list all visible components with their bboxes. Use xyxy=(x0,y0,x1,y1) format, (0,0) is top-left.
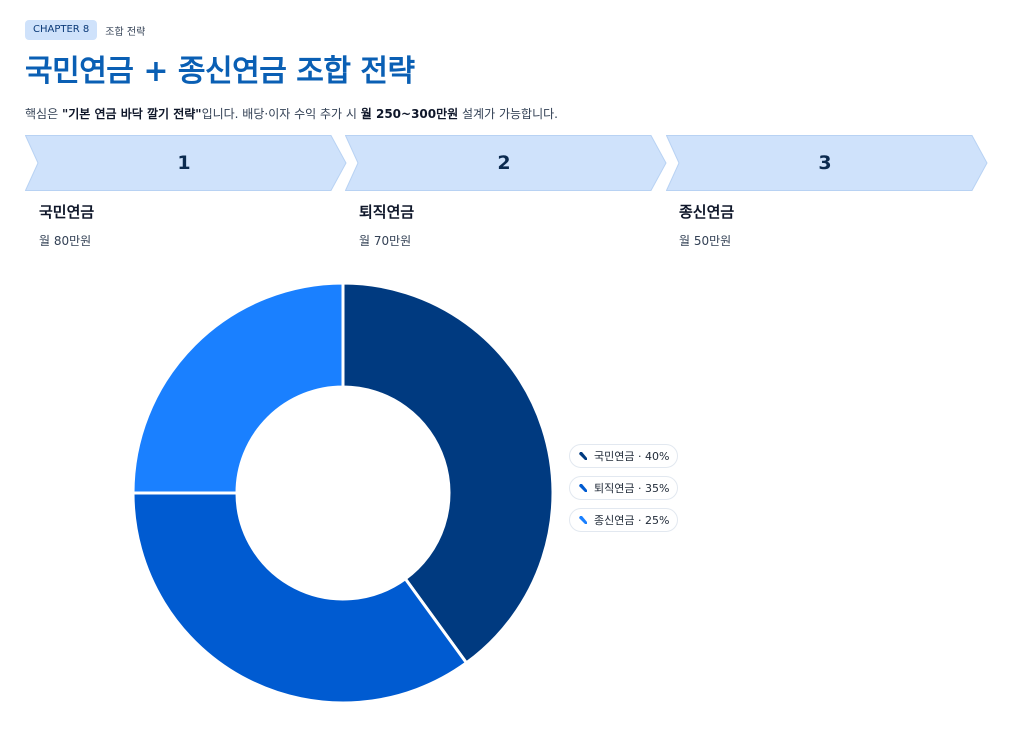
step-chevron-2: 2 xyxy=(345,135,667,191)
step-amount: 월 70만원 xyxy=(359,234,412,248)
step-amount: 월 50만원 xyxy=(679,234,732,248)
page-title: 국민연금 + 종신연금 조합 전략 xyxy=(25,54,415,89)
legend-swatch-icon xyxy=(579,452,587,460)
page-subtitle: 핵심은 "기본 연금 바닥 깔기 전략"입니다. 배당·이자 수익 추가 시 월… xyxy=(25,105,558,122)
chevron-shape xyxy=(345,135,667,191)
legend-swatch-icon xyxy=(579,516,587,524)
step-amount: 월 80만원 xyxy=(39,234,92,248)
swatch-mark xyxy=(579,516,587,524)
swatch-mark xyxy=(579,484,587,492)
legend-label: 국민연금 · 40% xyxy=(594,450,670,463)
step-chevron-3: 3 xyxy=(666,135,988,191)
step-chevrons: 1 2 3 xyxy=(25,135,990,191)
subtitle-prefix: 핵심은 xyxy=(25,107,62,121)
step-number: 2 xyxy=(497,152,511,174)
eyebrow: CHAPTER 8 조합 전략 xyxy=(25,20,145,40)
legend-item-2: 퇴직연금 · 35% xyxy=(569,476,679,500)
subtitle-suffix: 설계가 가능합니다. xyxy=(458,107,558,121)
donut-chart xyxy=(131,281,555,705)
subtitle-bold-strategy: "기본 연금 바닥 깔기 전략" xyxy=(61,107,202,121)
donut-slice-3 xyxy=(131,281,345,495)
legend-swatch-icon xyxy=(579,484,587,492)
step-name: 퇴직연금 xyxy=(359,203,415,221)
section-label: 조합 전략 xyxy=(105,26,146,38)
chapter-chip: CHAPTER 8 xyxy=(25,20,98,40)
step-name: 국민연금 xyxy=(39,203,95,221)
step-chevron-1: 1 xyxy=(25,135,347,191)
legend-label: 퇴직연금 · 35% xyxy=(594,482,670,495)
step-info-2: 퇴직연금 월 70만원 xyxy=(359,201,659,249)
legend-item-1: 국민연금 · 40% xyxy=(569,444,679,468)
donut-slice-1 xyxy=(341,281,555,665)
chevron-shape xyxy=(25,135,347,191)
legend-label: 종신연금 · 25% xyxy=(594,514,670,527)
chevron-polygon xyxy=(345,135,667,191)
step-info-1: 국민연금 월 80만원 xyxy=(39,201,339,249)
legend-item-3: 종신연금 · 25% xyxy=(569,508,679,532)
swatch-mark xyxy=(579,452,587,460)
step-info-3: 종신연금 월 50만원 xyxy=(679,201,979,249)
chevron-polygon xyxy=(25,135,347,191)
chevron-shape xyxy=(666,135,988,191)
donut-slice-2 xyxy=(131,491,468,705)
step-number: 1 xyxy=(177,152,191,174)
chart-legend: 국민연금 · 40% 퇴직연금 · 35% 종신연금 · 25% xyxy=(569,444,679,540)
step-name: 종신연금 xyxy=(679,203,735,221)
subtitle-middle: 입니다. 배당·이자 수익 추가 시 xyxy=(201,107,361,121)
step-number: 3 xyxy=(818,152,832,174)
chevron-polygon xyxy=(666,135,988,191)
subtitle-bold-amount: 월 250~300만원 xyxy=(360,107,459,121)
